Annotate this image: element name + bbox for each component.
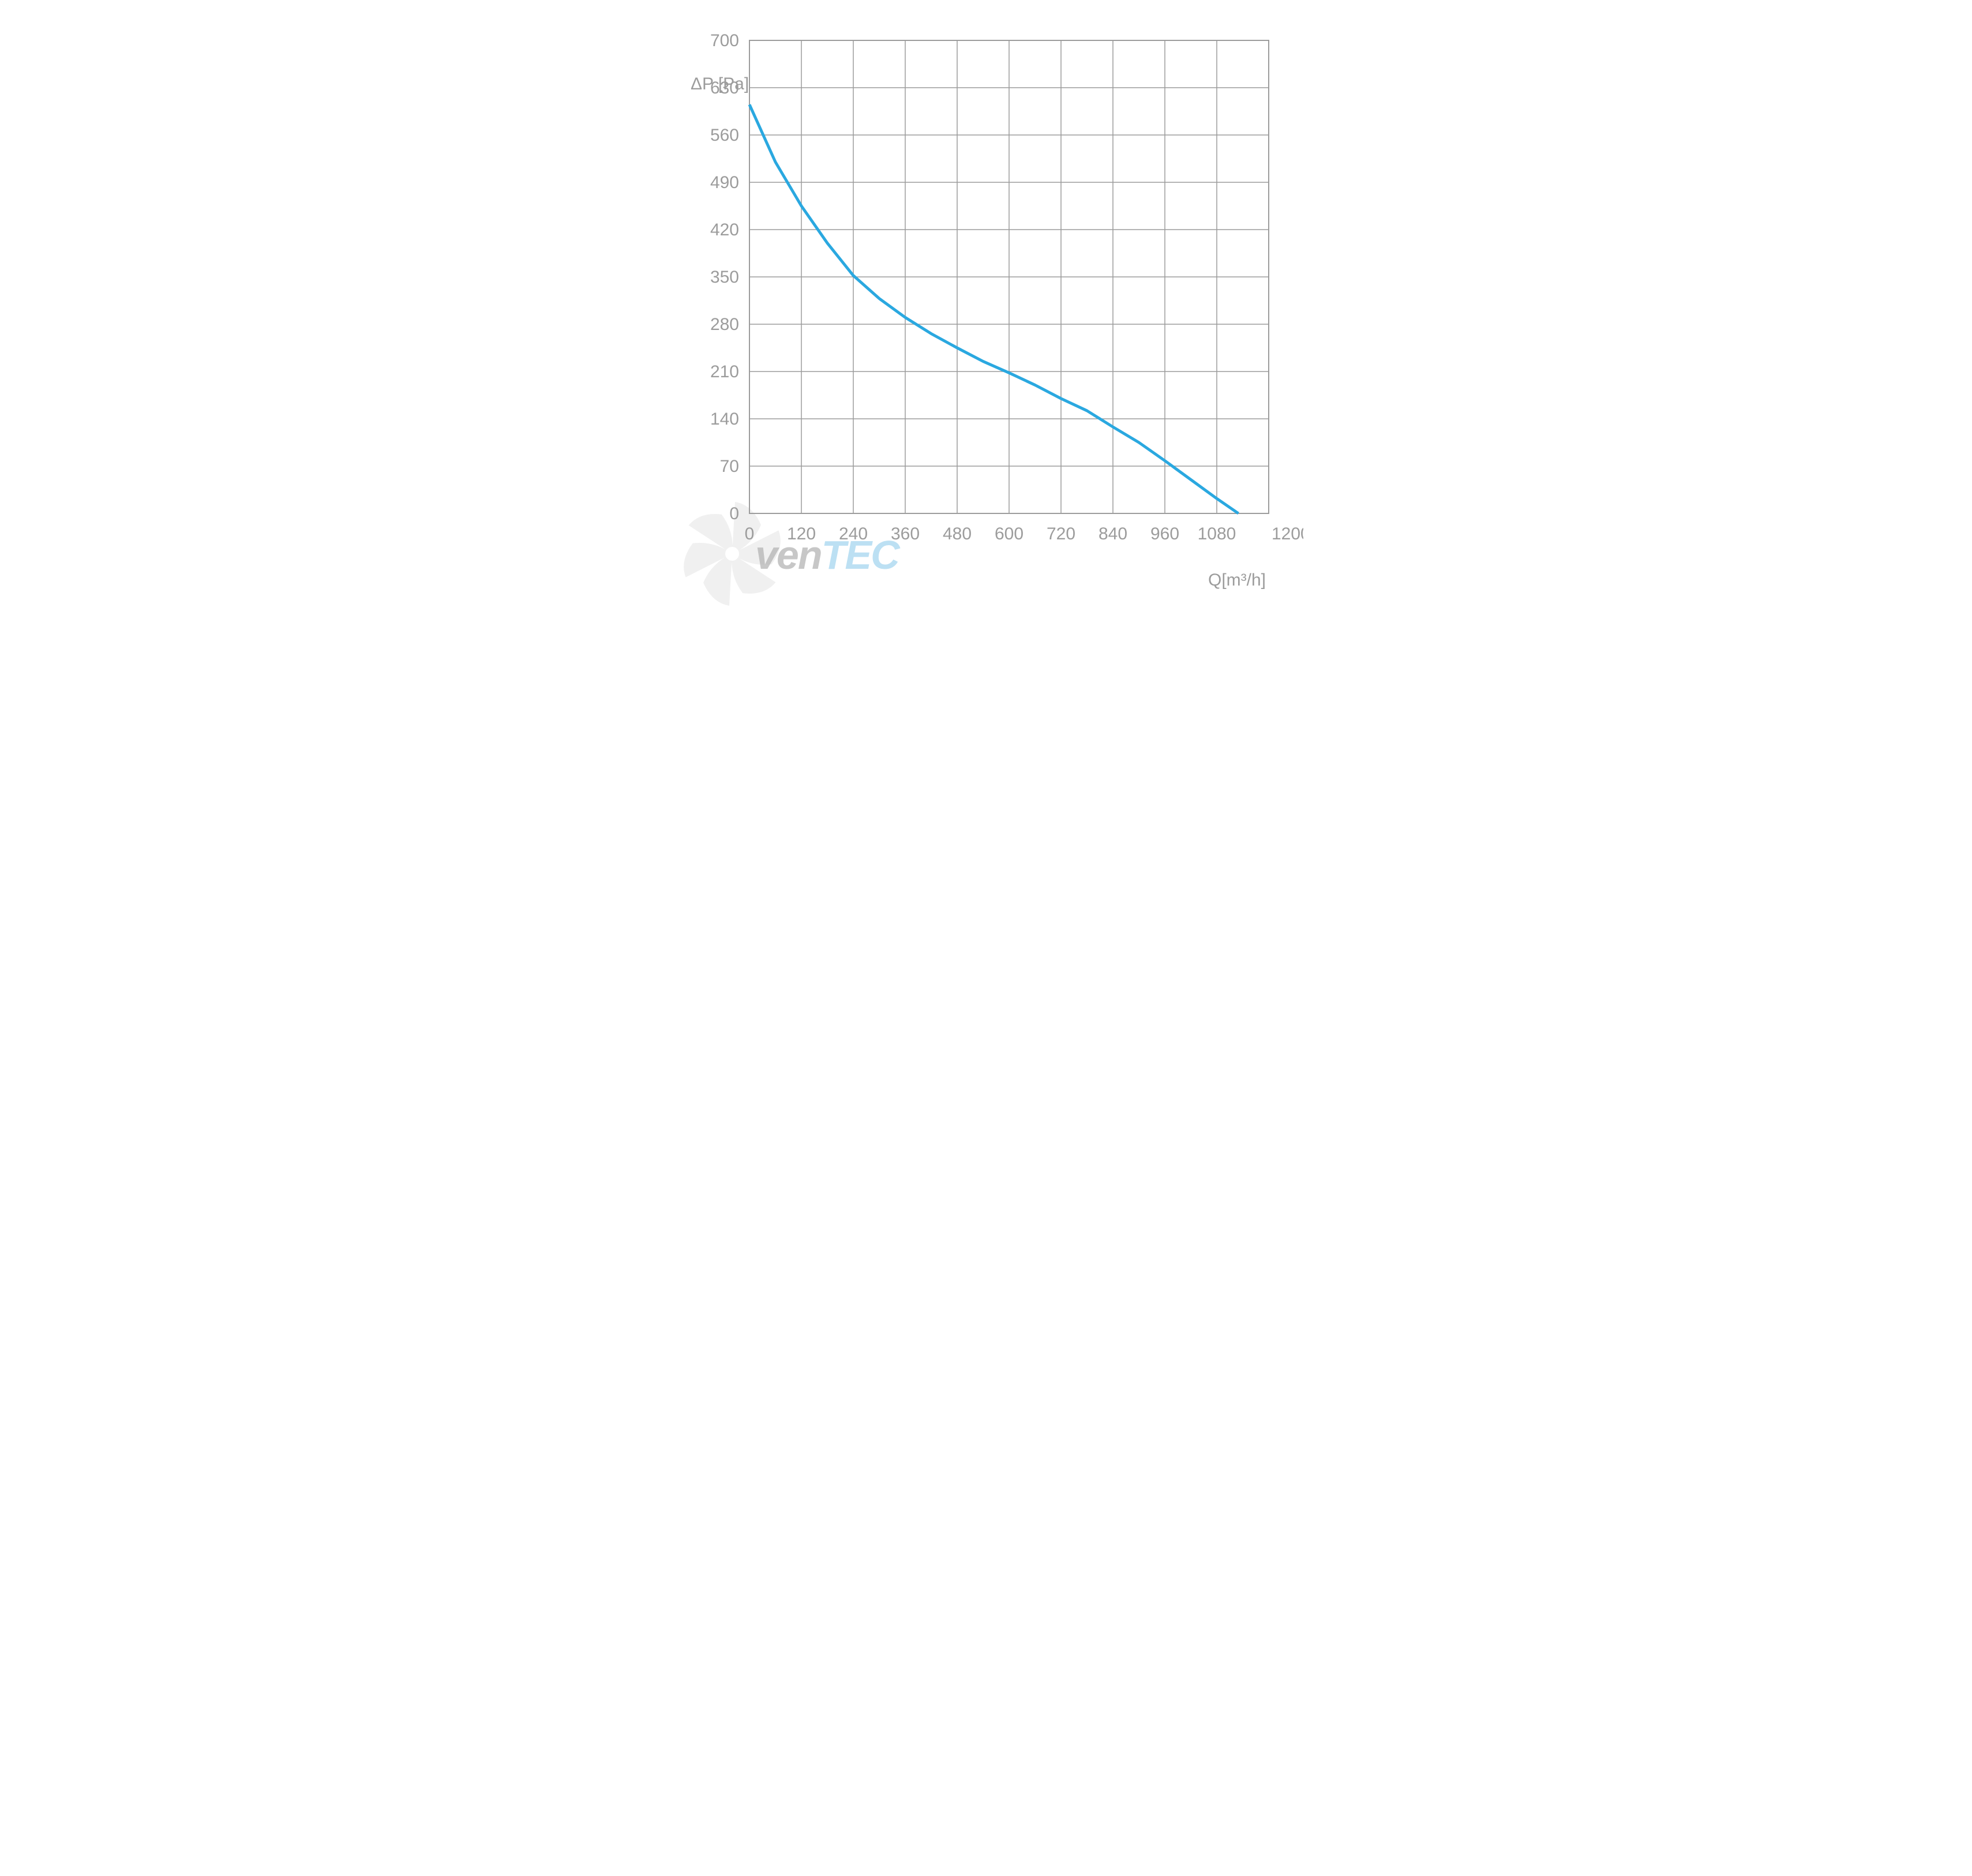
x-tick-label: 960 — [1150, 524, 1179, 543]
y-tick-label: 210 — [710, 362, 739, 381]
x-tick-label: 840 — [1099, 524, 1127, 543]
x-tick-label: 480 — [943, 524, 972, 543]
y-tick-label: 70 — [720, 457, 739, 476]
chart-svg: venTEC 0 120 240 360 480 600 720 840 960 1080 1200… — [669, 23, 1303, 626]
y-tick-label: 0 — [729, 504, 739, 523]
x-tick-label: 240 — [839, 524, 868, 543]
x-tick-label: 0 — [745, 524, 755, 543]
y-tick-label: 560 — [710, 126, 739, 145]
y-tick-label: 280 — [710, 315, 739, 334]
x-tick-label: 120 — [787, 524, 816, 543]
watermark-text: venTEC — [755, 532, 901, 577]
y-tick-label: 700 — [710, 31, 739, 50]
plot-area: 0 120 240 360 480 600 720 840 960 1080 1200 0 70 140 2… — [710, 31, 1303, 543]
x-axis-label: Q[m³/h] — [1208, 571, 1266, 590]
x-tick-label: 600 — [995, 524, 1024, 543]
x-tick-label: 360 — [891, 524, 920, 543]
svg-text:venTEC: venTEC — [755, 532, 901, 577]
x-tick-label: 1080 — [1198, 524, 1236, 543]
x-tick-label: 720 — [1047, 524, 1075, 543]
pressure-flow-chart: venTEC 0 120 240 360 480 600 720 840 960 1080 1200… — [669, 23, 1303, 626]
y-tick-label: 350 — [710, 268, 739, 287]
y-tick-label: 490 — [710, 173, 739, 192]
y-tick-label: 420 — [710, 220, 739, 239]
y-tick-label: 140 — [710, 410, 739, 429]
y-axis-label: ΔP [Pa] — [691, 74, 749, 93]
x-tick-label: 1200 — [1272, 524, 1303, 543]
